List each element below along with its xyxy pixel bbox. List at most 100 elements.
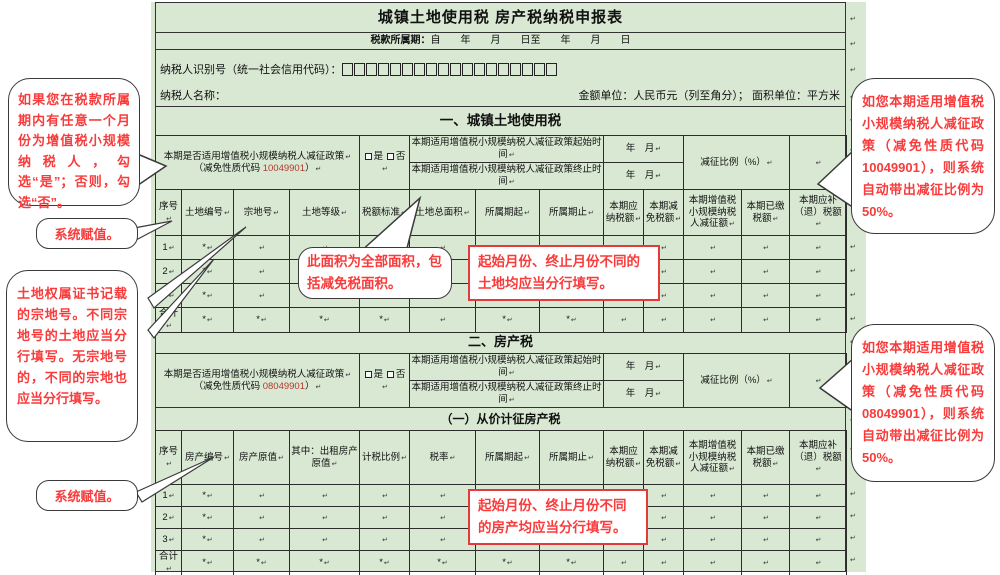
data-cell[interactable]: ↵ [359, 528, 410, 551]
data-cell[interactable]: ↵ [409, 528, 476, 551]
data-cell[interactable]: *↵ [233, 549, 290, 575]
data-cell[interactable]: ↵ [233, 506, 290, 529]
id-box[interactable] [449, 63, 461, 76]
row-label-cell[interactable]: 2↵ [155, 259, 182, 284]
data-cell[interactable]: ↵ [643, 506, 684, 529]
row-label-cell[interactable]: 合计↵ [155, 307, 182, 333]
data-cell[interactable]: ↵ [233, 235, 290, 260]
data-cell[interactable]: ↵ [789, 528, 847, 551]
data-cell[interactable]: ↵ [233, 528, 290, 551]
data-cell[interactable]: ↵ [359, 484, 410, 507]
data-cell[interactable]: ↵ [603, 549, 644, 575]
data-cell[interactable]: *↵ [233, 307, 290, 333]
data-cell[interactable]: ↵ [359, 506, 410, 529]
data-cell[interactable]: ↵ [683, 307, 742, 333]
data-cell[interactable]: *↵ [181, 283, 234, 308]
data-cell[interactable]: ↵ [741, 307, 790, 333]
checkbox-yes[interactable] [364, 152, 372, 160]
data-cell[interactable]: ↵ [683, 549, 742, 575]
data-cell[interactable]: ↵ [789, 484, 847, 507]
data-cell[interactable]: *↵ [289, 549, 360, 575]
data-cell[interactable]: ↵ [683, 506, 742, 529]
id-box[interactable] [365, 63, 377, 76]
data-cell[interactable]: ↵ [409, 506, 476, 529]
data-cell[interactable]: ↵ [643, 549, 684, 575]
row-label-cell[interactable]: 1↵ [155, 235, 182, 260]
data-cell[interactable]: *↵ [181, 235, 234, 260]
id-box[interactable] [485, 63, 497, 76]
checkbox-no[interactable] [386, 370, 394, 378]
id-box[interactable] [413, 63, 425, 76]
data-cell[interactable]: ↵ [741, 506, 790, 529]
policy-start-value[interactable]: 年 月↵ [603, 353, 684, 381]
policy-end-value[interactable]: 年 月↵ [603, 162, 684, 190]
data-cell[interactable]: ↵ [409, 307, 476, 333]
data-cell[interactable]: *↵ [359, 549, 410, 575]
id-box[interactable] [509, 63, 521, 76]
data-cell[interactable]: ↵ [289, 484, 360, 507]
id-box[interactable] [377, 63, 389, 76]
data-cell[interactable]: ↵ [643, 528, 684, 551]
id-box[interactable] [533, 63, 545, 76]
data-cell[interactable]: *↵ [475, 307, 540, 333]
data-cell[interactable]: *↵ [181, 484, 234, 507]
data-cell[interactable]: ↵ [683, 259, 742, 284]
row-label-cell[interactable]: 3↵ [155, 528, 182, 551]
data-cell[interactable]: *↵ [539, 307, 604, 333]
data-cell[interactable]: *↵ [181, 307, 234, 333]
data-cell[interactable]: ↵ [289, 506, 360, 529]
data-cell[interactable]: *↵ [359, 307, 410, 333]
policy-ratio-value[interactable]: ↵ [789, 353, 847, 408]
data-cell[interactable]: ↵ [789, 259, 847, 284]
data-cell[interactable]: *↵ [181, 549, 234, 575]
data-cell[interactable]: ↵ [741, 484, 790, 507]
id-box[interactable] [401, 63, 413, 76]
data-cell[interactable]: *↵ [181, 506, 234, 529]
id-box[interactable] [437, 63, 449, 76]
id-box[interactable] [521, 63, 533, 76]
data-cell[interactable]: ↵ [789, 506, 847, 529]
data-cell[interactable]: ↵ [741, 528, 790, 551]
id-box[interactable] [353, 63, 365, 76]
id-box[interactable] [389, 63, 401, 76]
id-box[interactable] [473, 63, 485, 76]
data-cell[interactable]: ↵ [683, 235, 742, 260]
data-cell[interactable]: *↵ [539, 549, 604, 575]
id-box[interactable] [341, 63, 353, 76]
taxpayer-id-boxes[interactable] [341, 63, 558, 76]
data-cell[interactable]: ↵ [789, 283, 847, 308]
id-box[interactable] [497, 63, 509, 76]
id-box[interactable] [461, 63, 473, 76]
checkbox-yes[interactable] [364, 370, 372, 378]
data-cell[interactable]: ↵ [409, 484, 476, 507]
policy-end-value[interactable]: 年 月↵ [603, 380, 684, 408]
data-cell[interactable]: ↵ [683, 484, 742, 507]
data-cell[interactable]: *↵ [409, 549, 476, 575]
row-label-cell[interactable]: 3↵ [155, 283, 182, 308]
data-cell[interactable]: *↵ [181, 259, 234, 284]
data-cell[interactable]: ↵ [683, 528, 742, 551]
data-cell[interactable]: ↵ [741, 549, 790, 575]
data-cell[interactable]: *↵ [289, 307, 360, 333]
policy-ratio-value[interactable]: ↵ [789, 135, 847, 190]
data-cell[interactable]: ↵ [643, 484, 684, 507]
data-cell[interactable]: ↵ [603, 307, 644, 333]
data-cell[interactable]: ↵ [789, 307, 847, 333]
policy-start-value[interactable]: 年 月↵ [603, 135, 684, 163]
id-box[interactable] [545, 63, 557, 76]
data-cell[interactable]: ↵ [289, 528, 360, 551]
row-label-cell[interactable]: 合计↵ [155, 549, 182, 575]
row-label-cell[interactable]: 1↵ [155, 484, 182, 507]
data-cell[interactable]: ↵ [789, 549, 847, 575]
data-cell[interactable]: *↵ [181, 528, 234, 551]
data-cell[interactable]: ↵ [741, 259, 790, 284]
data-cell[interactable]: ↵ [741, 283, 790, 308]
taxpayer-name-label[interactable]: 纳税人名称： [160, 90, 226, 102]
tax-period-value[interactable]: 自 年 月 日至 年 月 日 [430, 35, 631, 46]
data-cell[interactable]: ↵ [643, 307, 684, 333]
data-cell[interactable]: *↵ [475, 549, 540, 575]
checkbox-no[interactable] [386, 152, 394, 160]
data-cell[interactable]: ↵ [789, 235, 847, 260]
data-cell[interactable]: ↵ [233, 259, 290, 284]
data-cell[interactable]: ↵ [233, 484, 290, 507]
